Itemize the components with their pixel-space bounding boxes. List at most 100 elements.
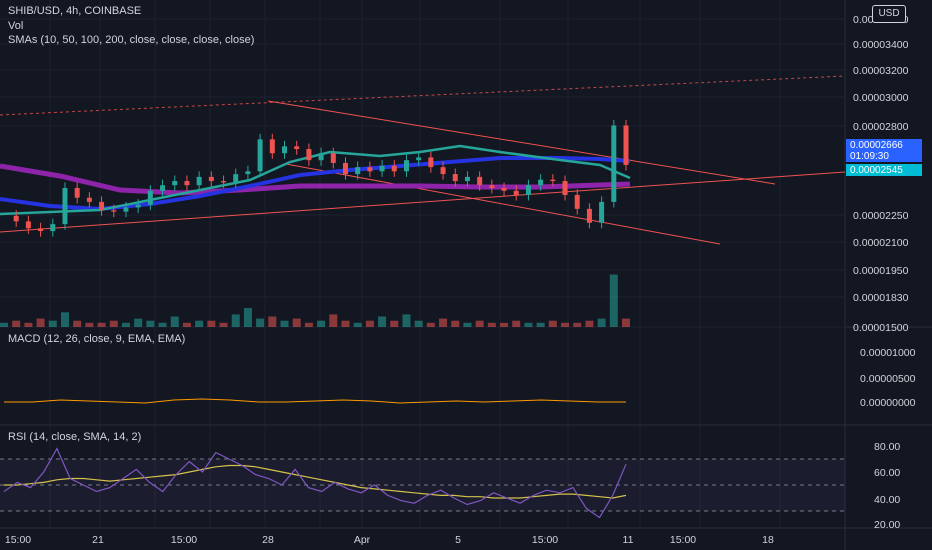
price-tick-label: 0.00003200 xyxy=(853,65,909,77)
macd-line xyxy=(4,398,626,404)
volume-bar xyxy=(231,314,240,327)
volume-bar xyxy=(268,316,277,327)
volume-bar xyxy=(170,316,179,327)
rsi-tick-label: 40.00 xyxy=(874,494,900,506)
candle-body xyxy=(123,207,129,212)
time-tick-label: 15:00 xyxy=(670,534,696,546)
candle-body xyxy=(233,174,239,183)
volume-bar xyxy=(487,322,496,327)
candle-body xyxy=(428,157,434,168)
candle-body xyxy=(440,167,446,175)
rsi-tick-label: 80.00 xyxy=(874,441,900,453)
volume-bar xyxy=(12,320,21,327)
time-tick-label: Apr xyxy=(354,534,371,546)
volume-bar xyxy=(536,322,545,327)
candle-body xyxy=(623,125,629,165)
candle-body xyxy=(586,208,592,223)
rsi-legend[interactable]: RSI (14, close, SMA, 14, 2) xyxy=(8,431,142,443)
volume-legend[interactable]: Vol xyxy=(8,20,24,32)
candle-body xyxy=(184,181,190,186)
volume-bar xyxy=(439,318,448,327)
volume-bar xyxy=(24,322,33,327)
candle-body xyxy=(257,139,263,172)
volume-bar xyxy=(426,322,435,327)
volume-bar xyxy=(341,320,350,327)
candle-body xyxy=(611,125,617,202)
time-tick-label: 15:00 xyxy=(171,534,197,546)
candle-body xyxy=(403,160,409,172)
candle-body xyxy=(147,190,153,205)
volume-bar xyxy=(365,320,374,327)
candle-body xyxy=(74,188,80,198)
candle-body xyxy=(416,157,422,161)
candle-body xyxy=(562,181,568,195)
time-tick-label: 15:00 xyxy=(5,534,31,546)
price-tick-label: 0.00002100 xyxy=(853,237,909,249)
volume-bar xyxy=(73,320,82,327)
candle-body xyxy=(172,181,178,186)
volume-bar xyxy=(109,320,118,327)
sma-50-line xyxy=(0,144,631,216)
volume-bar xyxy=(292,318,301,327)
volume-bar xyxy=(378,316,387,327)
macd-legend[interactable]: MACD (12, 26, close, 9, EMA, EMA) xyxy=(8,333,186,345)
sma-legend[interactable]: SMAs (10, 50, 100, 200, close, close, cl… xyxy=(8,34,255,46)
rsi-line xyxy=(3,447,627,519)
candle-body xyxy=(513,190,519,195)
sma-200-line xyxy=(0,163,631,196)
volume-bar xyxy=(597,318,606,327)
candle-body xyxy=(599,201,605,223)
sma-value: 0.00002545 xyxy=(850,165,903,176)
candle-body xyxy=(464,176,470,182)
candle-body xyxy=(269,139,275,154)
time-tick-label: 28 xyxy=(262,534,274,546)
candle-body xyxy=(208,176,214,182)
candle-body xyxy=(111,210,117,212)
time-tick-label: 18 xyxy=(762,534,774,546)
volume-bar xyxy=(622,318,630,327)
last-price-tag: 0.00002666 01:09:30 xyxy=(846,139,922,162)
volume-bar xyxy=(0,322,8,327)
price-tick-label: 0.00002800 xyxy=(853,121,909,133)
price-tick-label: 0.00003000 xyxy=(853,92,909,104)
time-tick-label: 15:00 xyxy=(532,534,558,546)
volume-bar xyxy=(353,322,362,327)
volume-bar xyxy=(524,322,533,327)
candle-body xyxy=(367,167,373,172)
volume-bar xyxy=(60,312,69,327)
volume-bar xyxy=(121,322,130,327)
channel-top-dashed-line xyxy=(0,75,846,116)
volume-bar xyxy=(402,314,411,327)
candle-body xyxy=(282,146,288,154)
time-tick-label: 5 xyxy=(455,534,461,546)
volume-bar xyxy=(475,320,484,327)
candle-body xyxy=(13,215,19,222)
currency-button[interactable]: USD xyxy=(872,5,906,23)
sma-value-tag: 0.00002545 xyxy=(846,164,922,176)
bar-countdown: 01:09:30 xyxy=(850,151,889,162)
symbol-legend[interactable]: SHIB/USD, 4h, COINBASE xyxy=(8,5,142,17)
volume-bar xyxy=(390,320,399,327)
volume-bar xyxy=(451,320,460,327)
support-line xyxy=(0,171,846,233)
candle-body xyxy=(25,221,31,229)
volume-bar xyxy=(134,318,143,327)
macd-tick-label: 0.00001000 xyxy=(860,347,916,359)
rsi-tick-label: 20.00 xyxy=(874,519,900,531)
volume-bar xyxy=(561,322,570,327)
volume-bar xyxy=(97,322,106,327)
macd-tick-label: 0.00000000 xyxy=(860,397,916,409)
rsi-tick-label: 60.00 xyxy=(874,467,900,479)
candle-body xyxy=(391,165,397,172)
volume-bar xyxy=(158,322,167,327)
candle-body xyxy=(550,179,556,182)
candle-body xyxy=(501,188,507,191)
volume-bar xyxy=(304,322,313,327)
candle-body xyxy=(342,162,348,175)
volume-bar xyxy=(36,318,45,327)
volume-bar xyxy=(195,320,204,327)
candle-body xyxy=(574,194,580,209)
candle-body xyxy=(525,185,531,195)
candle-body xyxy=(245,171,251,175)
